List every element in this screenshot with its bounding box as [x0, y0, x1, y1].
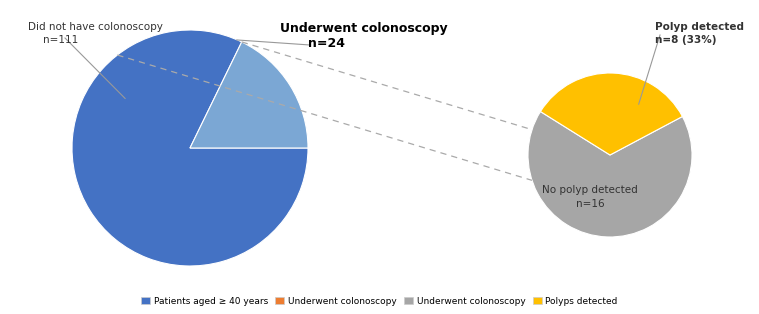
Text: n=16: n=16	[575, 199, 604, 209]
Text: n=111: n=111	[43, 35, 78, 45]
Text: Did not have colonoscopy: Did not have colonoscopy	[28, 22, 163, 32]
Text: Polyp detected: Polyp detected	[655, 22, 744, 32]
Text: No polyp detected: No polyp detected	[542, 185, 638, 195]
Wedge shape	[528, 111, 692, 237]
Text: n=24: n=24	[308, 37, 345, 50]
Wedge shape	[540, 73, 682, 155]
Text: n=8 (33%): n=8 (33%)	[655, 35, 716, 45]
Wedge shape	[72, 30, 308, 266]
Wedge shape	[190, 42, 308, 148]
Legend: Patients aged ≥ 40 years, Underwent colonoscopy, Underwent colonoscopy, Polyps d: Patients aged ≥ 40 years, Underwent colo…	[137, 293, 622, 310]
Text: Underwent colonoscopy: Underwent colonoscopy	[280, 22, 448, 35]
